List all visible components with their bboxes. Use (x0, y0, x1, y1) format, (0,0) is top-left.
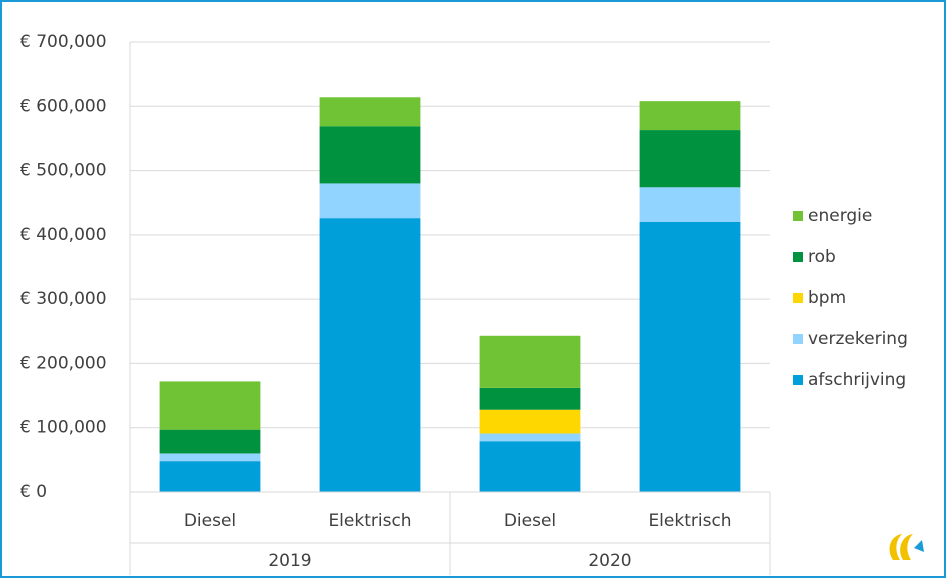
legend-label: energie (808, 206, 872, 226)
y-tick-label: € 0 (20, 482, 47, 502)
group-label: 2019 (268, 551, 311, 571)
bar-segment (159, 429, 261, 454)
bar-segment (479, 433, 581, 442)
bar-segment (319, 218, 421, 492)
bar-segment (319, 97, 421, 127)
legend-label: verzekering (808, 329, 908, 349)
x-tick-label: Diesel (504, 511, 556, 531)
y-tick-label: € 500,000 (20, 161, 107, 181)
bar-segment (479, 387, 581, 410)
legend-swatch (793, 334, 803, 344)
y-tick-label: € 700,000 (20, 32, 107, 52)
legend-label: afschrijving (808, 370, 906, 390)
legend-swatch (793, 252, 803, 262)
legend-swatch (793, 375, 803, 385)
bar-segment (159, 381, 261, 430)
bar-segment (479, 335, 581, 388)
bar-segment (319, 126, 421, 184)
bar-segment (479, 441, 581, 492)
bar-segment (319, 183, 421, 219)
legend-label: rob (808, 247, 836, 267)
bar-segment (159, 453, 261, 462)
logo (889, 534, 924, 560)
x-tick-label: Diesel (184, 511, 236, 531)
legend-swatch (793, 211, 803, 221)
y-tick-label: € 100,000 (20, 418, 107, 438)
x-tick-label: Elektrisch (328, 511, 411, 531)
legend-swatch (793, 293, 803, 303)
group-label: 2020 (588, 551, 631, 571)
bar-segment (639, 187, 741, 222)
y-tick-label: € 600,000 (20, 96, 107, 116)
legend-label: bpm (808, 288, 846, 308)
y-tick-label: € 200,000 (20, 353, 107, 373)
x-tick-label: Elektrisch (648, 511, 731, 531)
bar-segment (639, 222, 741, 492)
y-tick-label: € 300,000 (20, 289, 107, 309)
bar-segment (159, 461, 261, 492)
bar-segment (639, 130, 741, 188)
y-tick-label: € 400,000 (20, 225, 107, 245)
bar-segment (639, 101, 741, 131)
bar-segment (479, 409, 581, 434)
